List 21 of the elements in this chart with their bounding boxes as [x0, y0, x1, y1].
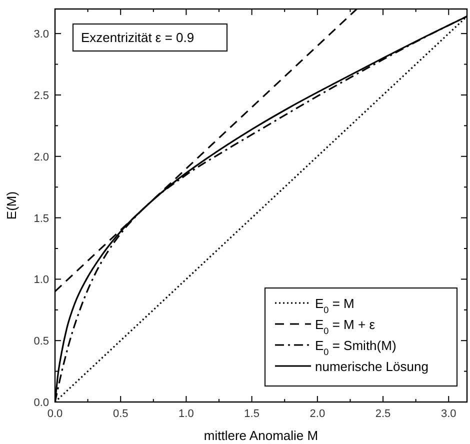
- y-tick-label: 2.5: [34, 90, 49, 102]
- legend-label: numerische Lösung: [315, 359, 428, 374]
- y-tick-label: 0.5: [34, 336, 49, 348]
- legend-label: E$_{0}$ = M + ε: [315, 317, 376, 336]
- y-tick-label: 0.0: [34, 397, 49, 409]
- y-tick-label: 2.0: [34, 151, 49, 164]
- y-tick-label: 3.0: [34, 28, 49, 41]
- x-axis-title: mittlere Anomalie M: [204, 428, 318, 443]
- x-tick-label: 3.0: [440, 408, 456, 420]
- x-tick-label: 2.5: [375, 408, 391, 420]
- x-tick-label: 1.5: [244, 408, 260, 420]
- y-axis-title: E(M): [4, 191, 19, 220]
- x-tick-label: 2.0: [310, 408, 326, 420]
- legend-label: E$_{0}$ = M: [315, 296, 354, 315]
- x-tick-label: 0.0: [47, 408, 63, 420]
- annotation: Exzentrizität ε = 0.9: [81, 30, 194, 45]
- y-tick-label: 1.5: [34, 212, 49, 225]
- y-tick-label: 1.0: [34, 274, 49, 286]
- legend-label: E$_{0}$ = Smith(M): [315, 338, 396, 357]
- x-tick-label: 1.0: [178, 408, 194, 420]
- x-tick-label: 0.5: [112, 408, 128, 420]
